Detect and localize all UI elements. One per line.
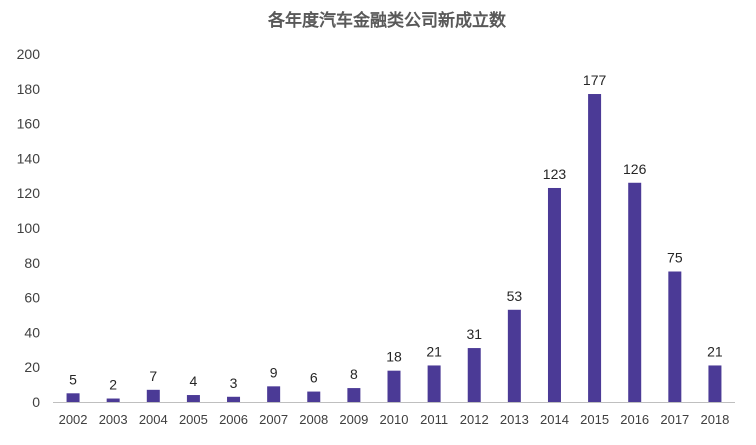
data-label-2003: 2	[109, 377, 117, 393]
x-tick-label: 2008	[299, 412, 328, 427]
data-label-2009: 8	[350, 366, 358, 382]
data-label-2005: 4	[190, 373, 198, 389]
y-tick-label: 0	[32, 394, 40, 410]
bar-2003	[106, 398, 120, 402]
x-tick-label: 2006	[219, 412, 248, 427]
bar-2012	[467, 348, 481, 402]
x-tick-label: 2004	[139, 412, 168, 427]
data-label-2016: 126	[623, 161, 647, 177]
data-label-2010: 18	[386, 349, 402, 365]
data-label-2008: 6	[310, 370, 318, 386]
chart-title: 各年度汽车金融类公司新成立数	[267, 10, 507, 31]
x-tick-label: 2002	[59, 412, 88, 427]
bar-2007	[267, 386, 281, 402]
bar-2016	[628, 182, 642, 402]
data-labels: 5 2 7 4 3 9 6 8 18 21 31 53 123 177 126 75 21	[69, 72, 723, 393]
bar-2014	[547, 187, 561, 402]
data-label-2007: 9	[270, 364, 278, 380]
data-label-2004: 7	[149, 368, 157, 384]
y-tick-label: 120	[17, 185, 41, 201]
x-tick-label: 2016	[620, 412, 649, 427]
data-label-2018: 21	[707, 343, 723, 359]
bar-2006	[227, 396, 241, 402]
x-tick-label: 2017	[660, 412, 689, 427]
data-label-2014: 123	[543, 166, 567, 182]
x-tick-label: 2007	[259, 412, 288, 427]
x-tick-label: 2018	[700, 412, 729, 427]
bar-2010	[387, 370, 401, 402]
bar-2009	[347, 388, 361, 402]
y-tick-label: 40	[24, 324, 40, 340]
bar-2004	[146, 389, 160, 402]
data-label-2011: 21	[426, 343, 442, 359]
bar-series	[66, 94, 722, 403]
data-label-2012: 31	[466, 326, 482, 342]
x-tick-label: 2010	[380, 412, 409, 427]
data-label-2013: 53	[507, 288, 523, 304]
bar-2008	[307, 391, 321, 402]
y-tick-label: 20	[24, 359, 40, 375]
data-label-2006: 3	[230, 375, 238, 391]
data-label-2015: 177	[583, 72, 607, 88]
x-tick-label: 2015	[580, 412, 609, 427]
bar-2002	[66, 393, 80, 402]
x-tick-label: 2013	[500, 412, 529, 427]
bar-2015	[588, 94, 602, 403]
y-axis: 0 20 40 60 80 100 120 140 160 180 200	[17, 46, 41, 410]
y-tick-label: 80	[24, 255, 40, 271]
x-tick-label: 2005	[179, 412, 208, 427]
bar-2013	[507, 309, 521, 402]
data-label-2017: 75	[667, 250, 683, 266]
y-tick-label: 60	[24, 290, 40, 306]
bar-2018	[708, 365, 722, 402]
x-tick-label: 2012	[460, 412, 489, 427]
bar-2011	[427, 365, 441, 402]
y-tick-label: 200	[17, 46, 41, 62]
x-tick-label: 2011	[420, 412, 448, 427]
x-tick-label: 2014	[540, 412, 569, 427]
x-tick-label: 2009	[339, 412, 368, 427]
y-tick-label: 100	[17, 220, 41, 236]
bar-2017	[668, 271, 682, 402]
y-tick-label: 160	[17, 116, 41, 132]
bar-2005	[186, 395, 200, 402]
y-tick-label: 180	[17, 81, 41, 97]
x-axis: 2002 2003 2004 2005 2006 2007 2008 2009 2010 2011…	[53, 402, 735, 427]
x-tick-label: 2003	[99, 412, 128, 427]
data-label-2002: 5	[69, 371, 77, 387]
y-tick-label: 140	[17, 150, 41, 166]
